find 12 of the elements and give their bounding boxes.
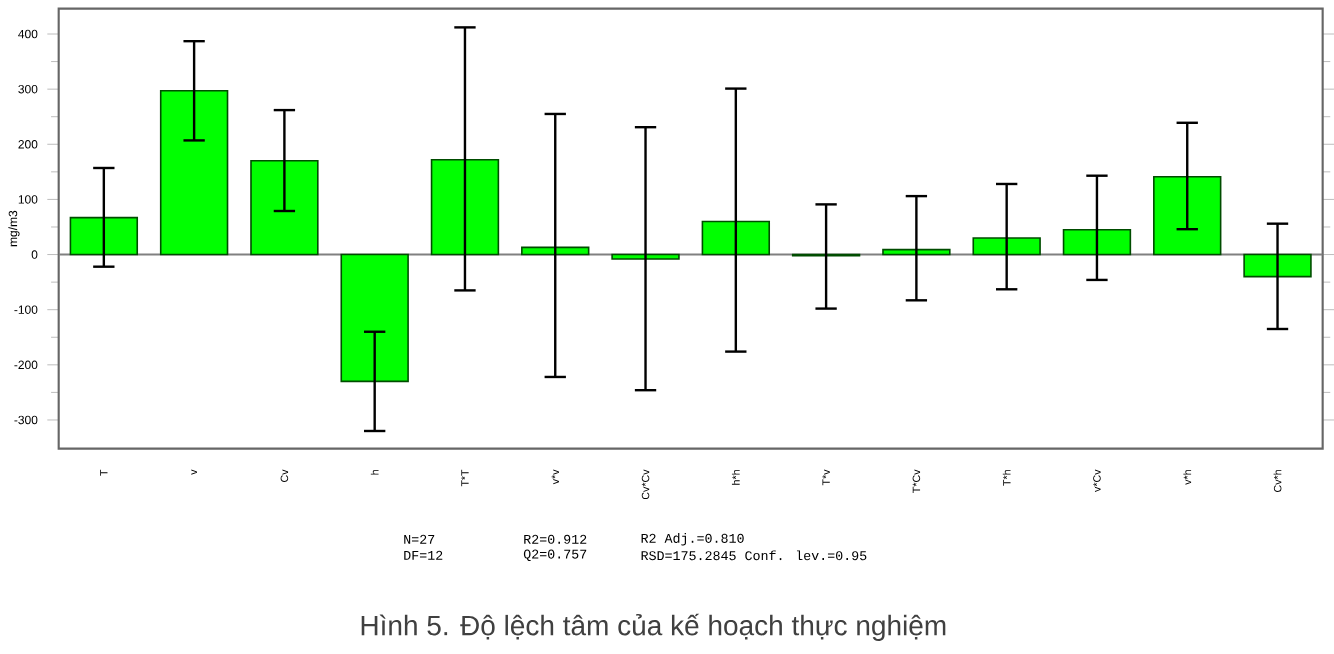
bar bbox=[972, 237, 1041, 256]
bar bbox=[1243, 253, 1312, 278]
bar bbox=[701, 220, 771, 256]
bar bbox=[340, 253, 409, 383]
bar bbox=[69, 216, 139, 256]
bar bbox=[159, 89, 229, 256]
bar bbox=[1153, 176, 1222, 256]
bar bbox=[611, 253, 680, 260]
bar bbox=[250, 160, 319, 256]
text: Hình 5. Độ lệch tâm của kế hoạch thực nghiệm bbox=[361, 613, 946, 641]
bar bbox=[1062, 228, 1132, 256]
bar bbox=[430, 158, 500, 256]
